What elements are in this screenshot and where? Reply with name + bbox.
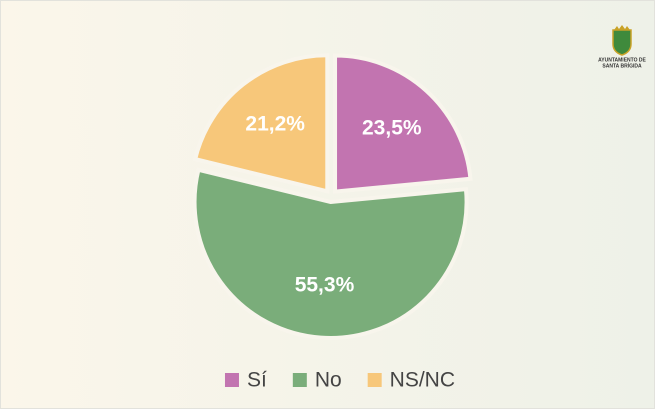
logo: AYUNTAMIENTO DE SANTA BRÍGIDA [598, 25, 647, 69]
legend-label: NS/NC [390, 369, 455, 392]
logo-line2: SANTA BRÍGIDA [602, 61, 642, 69]
slice-label: 21,2% [245, 113, 305, 136]
legend-swatch [367, 373, 382, 387]
pie-slice [333, 53, 473, 194]
logo-line1: AYUNTAMIENTO DE [598, 57, 646, 63]
slice-label: 55,3% [295, 274, 355, 297]
pie-slice [192, 53, 330, 194]
pie-slice [192, 167, 469, 340]
legend-label: Sí [247, 369, 267, 392]
legend-swatch [292, 373, 307, 387]
legend-label: No [315, 369, 342, 392]
legend-swatch [224, 373, 239, 387]
slice-label: 23,5% [362, 117, 422, 140]
